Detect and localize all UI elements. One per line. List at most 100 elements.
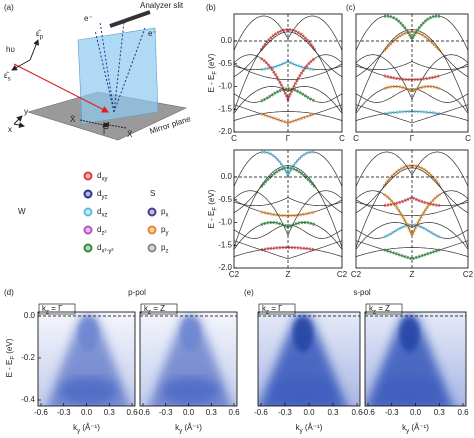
polarization-arrow [29, 39, 39, 61]
k-arrow [79, 119, 109, 128]
panel-title: p-pol [128, 288, 146, 297]
x-tick-label: -0.3 [385, 408, 399, 417]
text-part: p [161, 243, 166, 252]
y-tick-label: -2.0 [218, 263, 232, 272]
text-part: s [8, 76, 11, 82]
band-weight [383, 223, 441, 239]
text-part: d [97, 189, 101, 198]
x-tick-label: 0.3 [206, 408, 218, 417]
text-part: k [402, 423, 407, 432]
text-part: (Å⁻¹) [80, 423, 100, 432]
y-tick-label: 0.0 [221, 36, 233, 45]
text-part: x [165, 212, 168, 218]
text-part: (eV) [207, 189, 216, 207]
axis-arrow [13, 115, 23, 125]
y-tick-label: 0.0 [221, 172, 233, 181]
text-part: (eV) [5, 338, 14, 356]
text-part: p [40, 34, 44, 40]
inset-box [258, 303, 296, 315]
text-part: d [97, 171, 101, 180]
x-tick-label: -0.6 [34, 408, 48, 417]
x-tick-label: C [465, 134, 471, 143]
text-part: y [77, 428, 80, 434]
text-part: (Å⁻¹) [182, 423, 202, 432]
inset-box [365, 303, 403, 315]
text-part: k [73, 423, 78, 432]
electron-path [113, 21, 125, 113]
text-part: y [165, 230, 168, 236]
x-tick-label: 0.0 [303, 408, 315, 417]
x-axis-label: ky (Å⁻¹) [402, 423, 429, 434]
band [356, 240, 468, 260]
intensity [399, 316, 420, 352]
text-part: ε̂ [4, 71, 10, 80]
text-part: E - E [5, 360, 14, 378]
text-part: k [296, 423, 301, 432]
plot-frame [233, 149, 343, 269]
electron-label: e⁻ [148, 29, 157, 38]
intensity [272, 377, 334, 405]
band-weight [260, 112, 316, 125]
x-tick-label: -0.3 [159, 408, 173, 417]
x-tick-label: 0.6 [126, 408, 138, 417]
x-axis-label: ky (Å⁻¹) [175, 423, 202, 434]
legend-marker [147, 207, 157, 217]
text-part: d [97, 207, 101, 216]
text-part: = Γ [49, 304, 63, 313]
panel-label: (e) [244, 288, 254, 297]
band-weight [383, 14, 441, 42]
legend-marker [147, 225, 157, 235]
y-tick-label: -0.5 [218, 59, 232, 68]
text-part: y [179, 428, 182, 434]
text-part: d [97, 243, 101, 252]
panel-title: s-pol [353, 288, 371, 297]
y-tick-label: -0.4 [21, 395, 35, 404]
legend-label: dx²-y² [97, 243, 113, 254]
legend-group-label: W [18, 207, 26, 216]
plot-frame [355, 149, 469, 269]
legend-label: px [161, 207, 168, 218]
x-tick-label: -0.6 [361, 408, 375, 417]
panel-label: (c) [346, 3, 356, 12]
y-axis-label: E - EF (eV) [5, 338, 16, 377]
electron-path [99, 21, 115, 113]
text-part: z [165, 248, 168, 254]
legend-label: pz [161, 243, 168, 254]
polarization-label: ε̂p [36, 29, 44, 40]
band [234, 240, 342, 260]
text-part: (Å⁻¹) [303, 423, 323, 432]
y-tick-label: -1.0 [218, 82, 232, 91]
x-tick-label: C2 [337, 270, 348, 279]
legend-marker [83, 225, 93, 235]
text-part: z² [101, 230, 106, 236]
x-tick-label: Z [286, 270, 291, 279]
x-tick-label: -0.3 [278, 408, 292, 417]
panel-label: (a) [4, 3, 14, 12]
band [234, 224, 342, 239]
axis-label: x [8, 125, 12, 134]
text-part: k [42, 304, 47, 313]
band [356, 88, 468, 103]
text-part: p [161, 225, 166, 234]
band-weight [383, 193, 441, 239]
x-tick-label: -0.6 [136, 408, 150, 417]
legend-marker [83, 207, 93, 217]
x-tick-label: 0.0 [81, 408, 93, 417]
y-tick-label: -1.5 [218, 104, 232, 113]
inset-box [38, 303, 76, 315]
intensity [180, 316, 201, 352]
text-part: F [212, 207, 218, 211]
intensity [161, 377, 220, 405]
axis-arrow [13, 122, 25, 128]
x-axis-label: ky (Å⁻¹) [296, 423, 323, 434]
polarization-label: ε̂s [4, 71, 11, 82]
x-tick-label: 0.6 [351, 408, 363, 417]
polarization-arrow [11, 59, 31, 71]
legend-label: py [161, 225, 168, 236]
text-part: (Å⁻¹) [409, 423, 429, 432]
panel-label: (d) [4, 288, 14, 297]
panel-label: (b) [206, 3, 216, 12]
text-part: y [300, 428, 303, 434]
x-tick-label: C2 [229, 270, 240, 279]
legend-label: dxy [97, 171, 107, 182]
